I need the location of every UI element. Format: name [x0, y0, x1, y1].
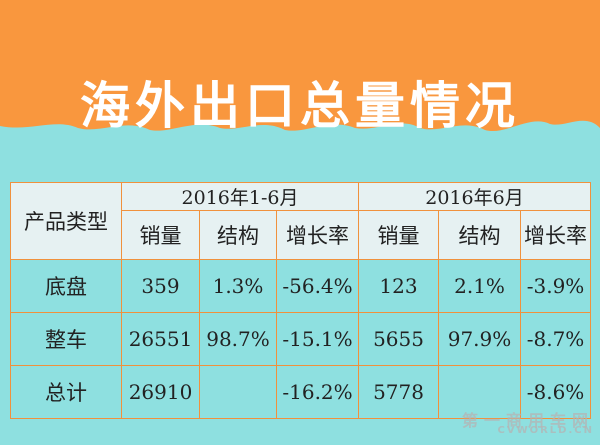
cell-structure: 2.1%	[438, 259, 522, 313]
cell-structure: 97.9%	[438, 312, 522, 366]
watermark-en: CVWORLD.CN	[497, 425, 594, 436]
export-sales-table: 产品类型 2016年1-6月 2016年6月 销量 结构 增长率 销量 结构 增…	[10, 182, 592, 419]
cell-structure	[199, 365, 277, 419]
period-header-june: 2016年6月	[358, 182, 592, 211]
sub-header-growth: 增长率	[275, 210, 360, 260]
cell-sales: 123	[358, 259, 440, 313]
row-label: 总计	[10, 365, 122, 419]
sub-header-structure: 结构	[199, 210, 277, 260]
cell-growth: -56.4%	[275, 259, 360, 313]
cell-sales: 26551	[121, 312, 200, 366]
orange-banner	[0, 0, 600, 132]
period-header-h1: 2016年1-6月	[120, 182, 360, 211]
cell-sales: 26910	[121, 365, 200, 419]
sub-header-sales: 销量	[121, 210, 200, 260]
table-header-row-metrics: 销量 结构 增长率 销量 结构 增长率	[11, 210, 592, 260]
cell-sales: 359	[121, 259, 200, 313]
row-header-label: 产品类型	[10, 182, 122, 260]
cell-structure: 98.7%	[199, 312, 277, 366]
cell-growth: -8.6%	[520, 365, 592, 419]
cell-growth: -3.9%	[520, 259, 592, 313]
watermark-cn: 第一商用车网	[461, 411, 594, 430]
cell-sales: 5778	[358, 365, 440, 419]
table-row-complete-vehicle: 整车 26551 98.7% -15.1% 5655 97.9% -8.7%	[10, 312, 592, 366]
cell-sales: 5655	[358, 312, 440, 366]
sub-header-sales: 销量	[358, 210, 440, 260]
table-row-total: 总计 26910 -16.2% 5778 -8.6%	[10, 365, 592, 419]
row-label: 底盘	[10, 259, 122, 313]
row-label: 整车	[10, 312, 122, 366]
sub-header-growth: 增长率	[520, 210, 592, 260]
cell-structure	[438, 365, 522, 419]
cell-growth: -8.7%	[520, 312, 592, 366]
cell-structure: 1.3%	[199, 259, 277, 313]
cell-growth: -15.1%	[275, 312, 360, 366]
cell-growth: -16.2%	[275, 365, 360, 419]
sub-header-structure: 结构	[438, 210, 522, 260]
table-row-chassis: 底盘 359 1.3% -56.4% 123 2.1% -3.9%	[10, 259, 592, 313]
watermark: 第一商用车网 CVWORLD.CN	[424, 407, 594, 439]
page-title: 海外出口总量情况	[80, 77, 520, 135]
table-header-row-periods: 产品类型 2016年1-6月 2016年6月	[10, 182, 592, 260]
